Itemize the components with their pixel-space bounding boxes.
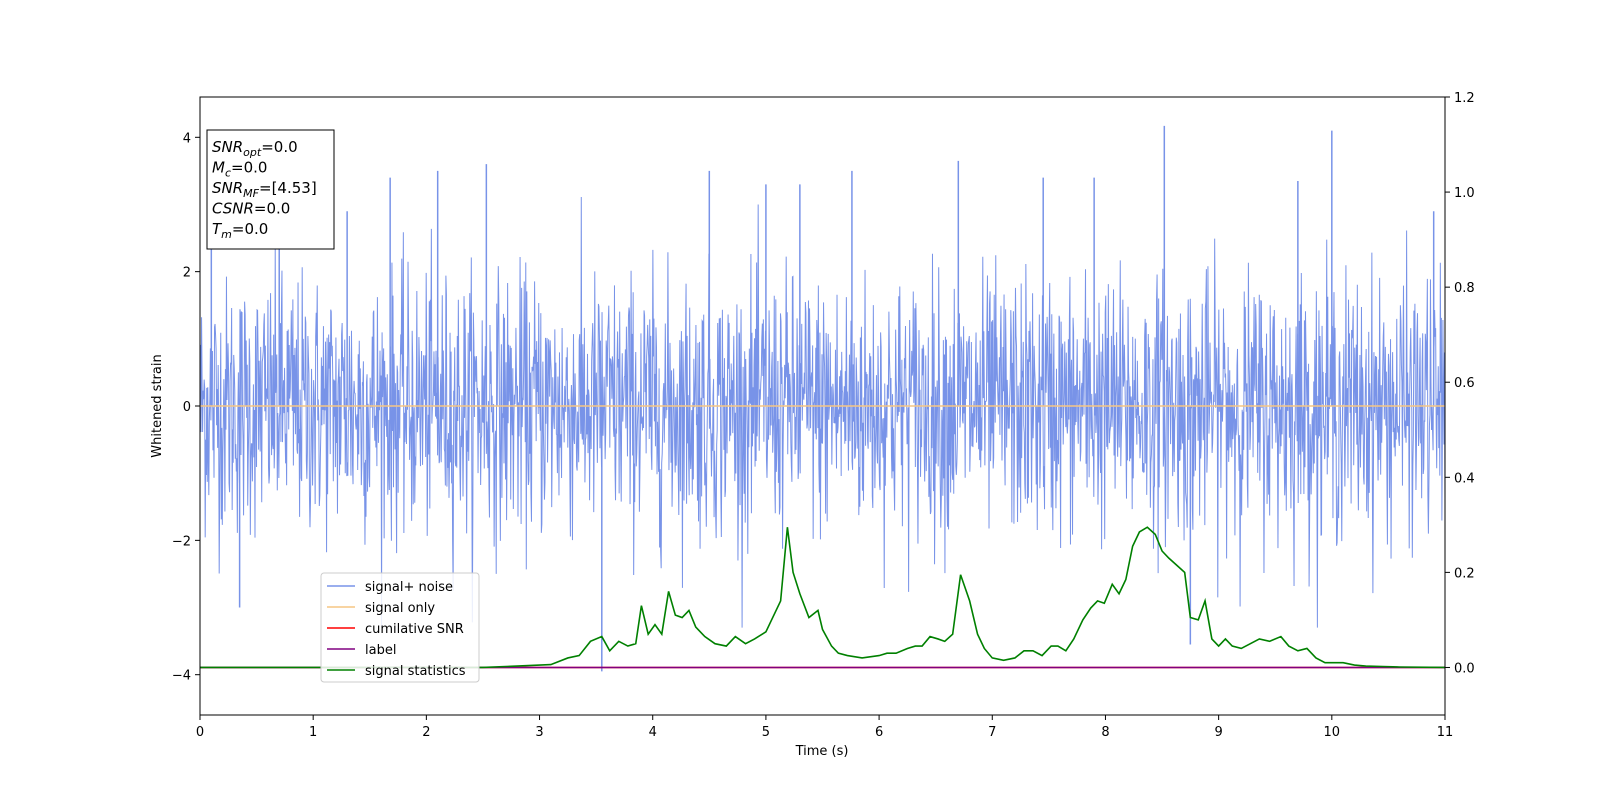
x-tick-label: 10 [1324, 725, 1341, 740]
info-symbol: CSNR [212, 200, 254, 218]
legend-label: label [365, 643, 396, 658]
x-axis-label: Time (s) [795, 744, 849, 759]
y2-tick-label: 1.0 [1454, 186, 1475, 201]
legend-label: signal+ noise [365, 580, 453, 595]
y-tick-label: 2 [183, 266, 191, 281]
info-line: Mc=0.0 [212, 159, 267, 180]
info-value: =[4.53] [259, 179, 317, 197]
info-value: =0.0 [261, 138, 297, 156]
x-tick-label: 4 [649, 725, 657, 740]
y2-tick-label: 1.2 [1454, 91, 1475, 106]
info-line: CSNR=0.0 [212, 200, 290, 218]
y-tick-label: −2 [172, 534, 191, 549]
y2-tick-label: 0.2 [1454, 566, 1475, 581]
y2-tick-label: 0.6 [1454, 376, 1475, 391]
x-tick-label: 8 [1101, 725, 1109, 740]
y-tick-label: 4 [183, 131, 191, 146]
x-tick-label: 6 [875, 725, 883, 740]
legend-label: signal only [365, 601, 435, 616]
x-tick-label: 1 [309, 725, 317, 740]
x-tick-label: 0 [196, 725, 204, 740]
info-symbol: M [212, 159, 225, 177]
info-subscript: opt [243, 146, 262, 159]
info-symbol: SNR [212, 179, 243, 197]
x-tick-label: 3 [535, 725, 543, 740]
legend-frame [320, 572, 480, 683]
x-tick-label: 7 [988, 725, 996, 740]
legend-label: signal statistics [365, 664, 466, 679]
legend: signal+ noise signal only cumilative SNR la… [320, 572, 480, 683]
x-tick-label: 5 [762, 725, 770, 740]
info-box: SNRopt=0.0Mc=0.0SNRMF=[4.53]CSNR=0.0Tm=0… [206, 129, 335, 250]
series-signal-statistics-line [200, 526, 1446, 669]
info-value: =0.0 [232, 220, 268, 238]
info-subscript: m [221, 228, 232, 241]
legend-label: cumilative SNR [365, 622, 464, 637]
y2-tick-label: 0.4 [1454, 471, 1475, 486]
x-tick-label: 11 [1437, 725, 1454, 740]
info-symbol: T [212, 220, 223, 238]
y2-tick-label: 0.8 [1454, 281, 1475, 296]
y-tick-label: −4 [172, 669, 191, 684]
info-box-frame [206, 129, 335, 250]
axes-layer: 0 1 2 3 4 5 6 7 8 9 10 11 −4 −2 0 2 4 0.0 0.2 0.4 0.6 0.8 1.0 1… [172, 91, 1475, 740]
info-line: SNRMF=[4.53] [212, 179, 317, 200]
y2-tick-label: 0.0 [1454, 661, 1475, 676]
info-subscript: c [225, 167, 231, 180]
signal-noise-layer [199, 125, 1446, 672]
series-signal-noise-line [199, 196, 1446, 628]
x-tick-label: 2 [422, 725, 430, 740]
info-value: =0.0 [231, 159, 267, 177]
info-value: =0.0 [254, 200, 290, 218]
info-symbol: SNR [212, 138, 243, 156]
info-line: Tm=0.0 [212, 220, 268, 241]
info-line: SNRopt=0.0 [212, 138, 298, 159]
x-tick-label: 9 [1214, 725, 1222, 740]
info-subscript: MF [243, 187, 259, 200]
y-axis-label: Whitened strain [150, 354, 165, 457]
y-tick-label: 0 [183, 400, 191, 415]
